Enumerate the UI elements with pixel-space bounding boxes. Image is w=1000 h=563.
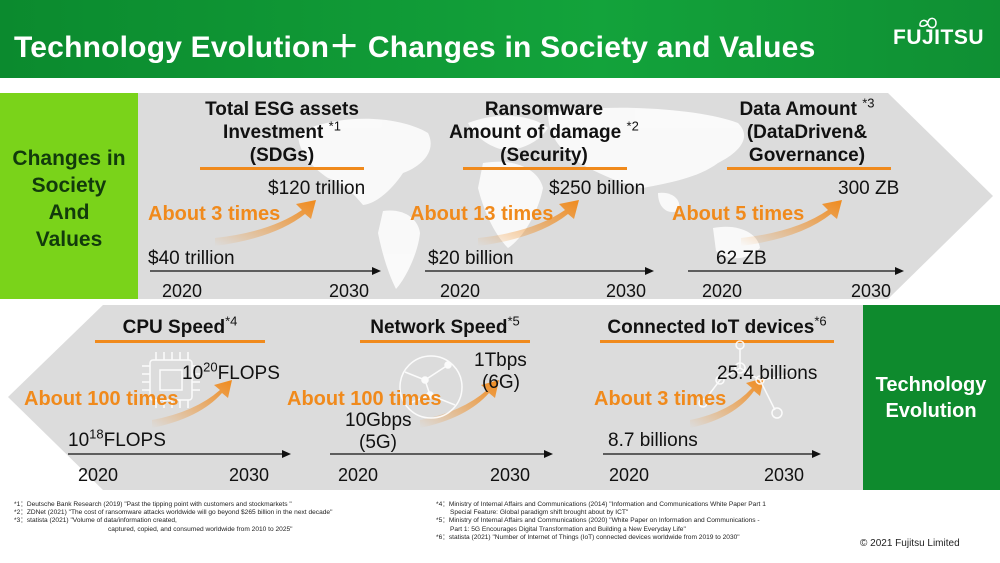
esg-title-line: Investment	[223, 122, 324, 143]
cpu-end-value: 1020FLOPS	[182, 359, 280, 385]
cpu-start-value: 1018FLOPS	[68, 426, 166, 452]
iot-title-text: Connected IoT devices	[607, 317, 815, 338]
technology-label-line: Evolution	[885, 400, 977, 422]
technology-label-block	[862, 305, 1000, 490]
esg-title: Total ESG assets Investment *1 (SDGs)	[170, 98, 394, 167]
fujitsu-infinity-icon	[919, 17, 937, 29]
ransomware-end-value: $250 billion	[549, 178, 646, 199]
network-title-text: Network Speed	[370, 317, 508, 338]
cpu-start-exponent: 18	[89, 426, 104, 442]
data-amount-ref: *3	[862, 95, 875, 111]
footnotes-right: *4：Ministry of Internal Affairs and Comm…	[436, 501, 766, 542]
network-end-line: 1Tbps	[474, 350, 527, 371]
ransomware-start-value: $20 billion	[428, 248, 514, 269]
footnotes-left: *1：Deutsche Bank Research (2019) "Past t…	[14, 501, 332, 534]
esg-start-value: $40 trillion	[148, 248, 235, 269]
network-start-line: 10Gbps	[345, 410, 412, 431]
footnote: *3：statista (2021) "Volume of data/infor…	[14, 517, 177, 525]
society-arrow-band	[138, 93, 993, 299]
network-multiplier: About 100 times	[287, 388, 442, 410]
ransomware-ref: *2	[626, 118, 639, 134]
page-title: Technology Evolution＋ Changes in Society…	[14, 31, 816, 64]
iot-year-end: 2030	[764, 465, 805, 485]
footnote: *2：ZDNet (2021) "The cost of ransomware …	[14, 509, 333, 517]
network-end-line: (6G)	[482, 372, 520, 393]
growth-arrow-icon	[152, 200, 842, 428]
footnote: *1：Deutsche Bank Research (2019) "Past t…	[14, 501, 292, 508]
network-start-line: (5G)	[359, 432, 397, 453]
society-label-line: Changes in	[12, 147, 126, 170]
esg-end-value: $120 trillion	[268, 178, 366, 199]
network-title: Network Speed*5	[350, 313, 540, 339]
esg-title-line: (SDGs)	[249, 145, 315, 166]
society-label-line: Values	[35, 228, 103, 251]
header-bar	[0, 0, 1000, 78]
cpu-year-start: 2020	[78, 465, 119, 485]
iot-ref: *6	[814, 313, 827, 329]
footnote: Special Feature: Global paradigm shift b…	[450, 509, 629, 517]
iot-start-value: 8.7 billions	[608, 430, 698, 451]
fujitsu-logo: FUJITSU	[893, 26, 985, 49]
data-amount-end-value: 300 ZB	[838, 178, 900, 199]
footnote: *5：Ministry of Internal Affairs and Comm…	[436, 517, 760, 525]
data-amount-year-end: 2030	[851, 281, 892, 301]
data-amount-title: Data Amount *3 (DataDriven& Governance)	[702, 95, 912, 167]
society-label: Changes in Society And Values	[0, 145, 138, 253]
society-label-line: And	[48, 201, 90, 224]
society-label-block	[0, 93, 138, 299]
cpu-chip-icon	[142, 352, 200, 408]
data-amount-year-start: 2020	[702, 281, 743, 301]
network-year-end: 2030	[490, 465, 531, 485]
iot-year-start: 2020	[609, 465, 650, 485]
technology-label-line: Technology	[875, 374, 987, 396]
esg-year-end: 2030	[329, 281, 370, 301]
ransomware-year-start: 2020	[440, 281, 481, 301]
cpu-multiplier: About 100 times	[24, 388, 179, 410]
data-amount-title-line: (DataDriven&	[746, 122, 868, 143]
esg-year-start: 2020	[162, 281, 203, 301]
footnote: captured, copied, and consumed worldwide…	[108, 525, 293, 533]
cpu-ref: *4	[225, 313, 238, 329]
data-amount-start-value: 62 ZB	[716, 248, 767, 269]
network-globe-icon	[399, 355, 463, 419]
footnote: *4：Ministry of Internal Affairs and Comm…	[436, 501, 766, 508]
cpu-title: CPU Speed*4	[90, 313, 270, 339]
ransomware-year-end: 2030	[606, 281, 647, 301]
data-amount-title-line: Data Amount	[739, 99, 857, 120]
copyright: © 2021 Fujitsu Limited	[860, 538, 960, 549]
network-year-start: 2020	[338, 465, 379, 485]
data-amount-title-line: Governance)	[748, 145, 866, 166]
cpu-start-base: 10	[68, 430, 90, 451]
ransomware-title-line: Amount of damage	[449, 122, 622, 143]
ransomware-title: Ransomware Amount of damage *2 (Security…	[428, 98, 660, 167]
cpu-title-text: CPU Speed	[122, 317, 226, 338]
iot-nodes-icon	[698, 340, 798, 419]
esg-multiplier: About 3 times	[148, 203, 281, 225]
esg-ref: *1	[328, 118, 341, 134]
iot-end-value: 25.4 billions	[717, 363, 818, 384]
footnote: *6：statista (2021) "Number of Internet o…	[436, 533, 740, 541]
network-ref: *5	[507, 313, 520, 329]
iot-multiplier: About 3 times	[594, 388, 727, 410]
footnote: Part 1: 5G Encourages Digital Transforma…	[450, 525, 686, 533]
data-amount-multiplier: About 5 times	[672, 203, 805, 225]
ransomware-title-line: (Security)	[500, 145, 588, 166]
iot-title: Connected IoT devices*6	[592, 313, 842, 339]
esg-title-line: Total ESG assets	[205, 99, 359, 120]
cpu-end-unit: FLOPS	[217, 363, 280, 384]
cpu-year-end: 2030	[229, 465, 270, 485]
ransomware-multiplier: About 13 times	[410, 203, 554, 225]
network-start-value: 10Gbps (5G)	[345, 410, 412, 454]
ransomware-title-line: Ransomware	[484, 99, 604, 120]
technology-label: Technology Evolution	[862, 372, 1000, 424]
cpu-end-base: 10	[182, 363, 204, 384]
network-end-value: 1Tbps (6G)	[474, 350, 527, 394]
cpu-start-unit: FLOPS	[103, 430, 166, 451]
cpu-end-exponent: 20	[203, 359, 218, 375]
society-label-line: Society	[31, 174, 107, 197]
